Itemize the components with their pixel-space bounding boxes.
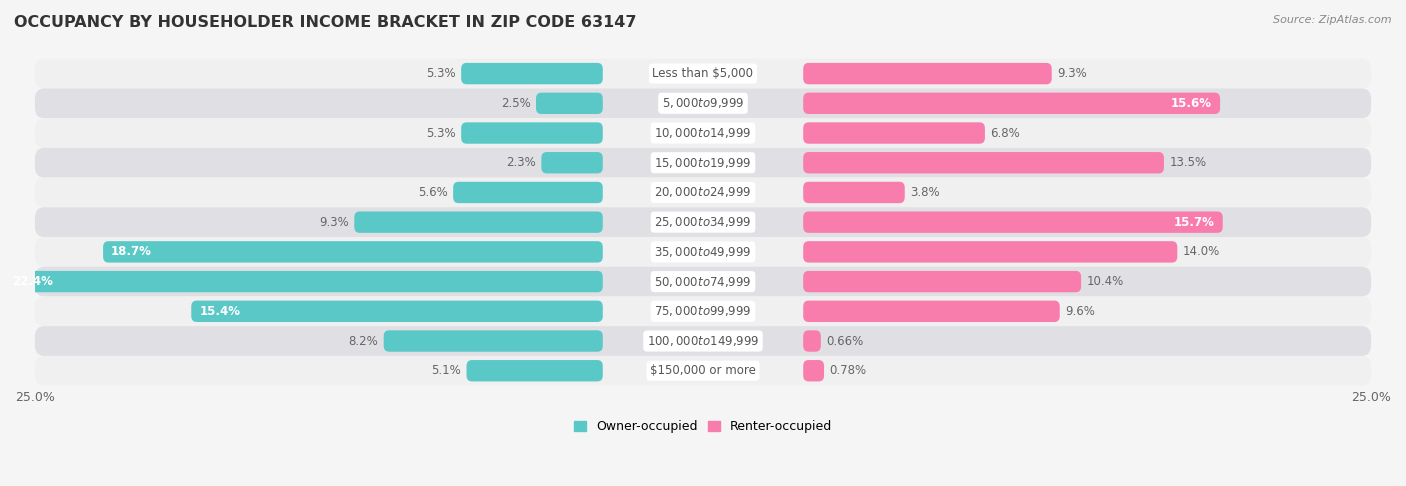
FancyBboxPatch shape	[35, 59, 1371, 88]
FancyBboxPatch shape	[4, 271, 603, 292]
Text: 6.8%: 6.8%	[990, 126, 1019, 139]
FancyBboxPatch shape	[461, 122, 603, 144]
FancyBboxPatch shape	[536, 93, 603, 114]
FancyBboxPatch shape	[35, 326, 1371, 356]
FancyBboxPatch shape	[35, 118, 1371, 148]
FancyBboxPatch shape	[191, 301, 603, 322]
Text: 5.6%: 5.6%	[418, 186, 447, 199]
FancyBboxPatch shape	[384, 330, 603, 352]
FancyBboxPatch shape	[803, 93, 1220, 114]
FancyBboxPatch shape	[453, 182, 603, 203]
Text: 8.2%: 8.2%	[349, 334, 378, 347]
FancyBboxPatch shape	[803, 152, 1164, 174]
FancyBboxPatch shape	[354, 211, 603, 233]
Text: 5.1%: 5.1%	[432, 364, 461, 377]
Text: $100,000 to $149,999: $100,000 to $149,999	[647, 334, 759, 348]
FancyBboxPatch shape	[35, 148, 1371, 177]
Text: 18.7%: 18.7%	[111, 245, 152, 259]
Text: 5.3%: 5.3%	[426, 126, 456, 139]
FancyBboxPatch shape	[35, 177, 1371, 208]
Text: 2.3%: 2.3%	[506, 156, 536, 169]
Text: 0.66%: 0.66%	[827, 334, 863, 347]
Text: 3.8%: 3.8%	[910, 186, 939, 199]
Text: 13.5%: 13.5%	[1170, 156, 1206, 169]
Text: Source: ZipAtlas.com: Source: ZipAtlas.com	[1274, 15, 1392, 25]
Text: $150,000 or more: $150,000 or more	[650, 364, 756, 377]
FancyBboxPatch shape	[35, 237, 1371, 267]
Text: $20,000 to $24,999: $20,000 to $24,999	[654, 186, 752, 199]
Text: 0.78%: 0.78%	[830, 364, 866, 377]
Text: 15.4%: 15.4%	[200, 305, 240, 318]
Text: 5.3%: 5.3%	[426, 67, 456, 80]
Text: 9.3%: 9.3%	[319, 216, 349, 229]
FancyBboxPatch shape	[803, 360, 824, 382]
FancyBboxPatch shape	[467, 360, 603, 382]
FancyBboxPatch shape	[35, 88, 1371, 118]
FancyBboxPatch shape	[35, 267, 1371, 296]
Text: $35,000 to $49,999: $35,000 to $49,999	[654, 245, 752, 259]
FancyBboxPatch shape	[803, 122, 986, 144]
FancyBboxPatch shape	[35, 208, 1371, 237]
Text: 15.7%: 15.7%	[1174, 216, 1215, 229]
FancyBboxPatch shape	[803, 301, 1060, 322]
Text: 9.3%: 9.3%	[1057, 67, 1087, 80]
Text: $50,000 to $74,999: $50,000 to $74,999	[654, 275, 752, 289]
Text: $5,000 to $9,999: $5,000 to $9,999	[662, 96, 744, 110]
FancyBboxPatch shape	[803, 330, 821, 352]
Legend: Owner-occupied, Renter-occupied: Owner-occupied, Renter-occupied	[568, 415, 838, 438]
Text: 15.6%: 15.6%	[1171, 97, 1212, 110]
FancyBboxPatch shape	[803, 211, 1223, 233]
FancyBboxPatch shape	[461, 63, 603, 84]
Text: $25,000 to $34,999: $25,000 to $34,999	[654, 215, 752, 229]
FancyBboxPatch shape	[103, 241, 603, 262]
FancyBboxPatch shape	[803, 271, 1081, 292]
Text: $10,000 to $14,999: $10,000 to $14,999	[654, 126, 752, 140]
FancyBboxPatch shape	[803, 182, 904, 203]
Text: $75,000 to $99,999: $75,000 to $99,999	[654, 304, 752, 318]
Text: OCCUPANCY BY HOUSEHOLDER INCOME BRACKET IN ZIP CODE 63147: OCCUPANCY BY HOUSEHOLDER INCOME BRACKET …	[14, 15, 637, 30]
Text: 2.5%: 2.5%	[501, 97, 530, 110]
Text: 9.6%: 9.6%	[1066, 305, 1095, 318]
FancyBboxPatch shape	[541, 152, 603, 174]
Text: 22.4%: 22.4%	[13, 275, 53, 288]
Text: 14.0%: 14.0%	[1182, 245, 1220, 259]
FancyBboxPatch shape	[803, 241, 1177, 262]
Text: Less than $5,000: Less than $5,000	[652, 67, 754, 80]
Text: 10.4%: 10.4%	[1087, 275, 1123, 288]
FancyBboxPatch shape	[35, 356, 1371, 385]
FancyBboxPatch shape	[35, 296, 1371, 326]
Text: $15,000 to $19,999: $15,000 to $19,999	[654, 156, 752, 170]
FancyBboxPatch shape	[803, 63, 1052, 84]
